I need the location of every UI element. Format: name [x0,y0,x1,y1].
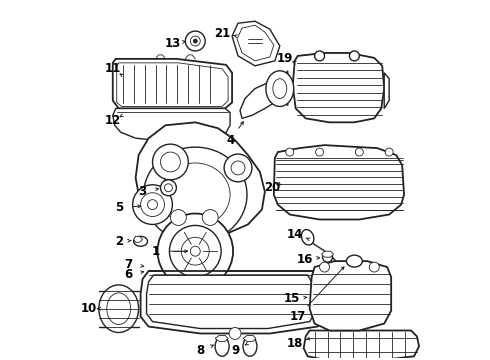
Polygon shape [134,236,143,242]
Ellipse shape [133,185,172,224]
Ellipse shape [107,293,131,325]
Ellipse shape [161,163,230,226]
Ellipse shape [181,237,209,265]
Ellipse shape [301,230,314,245]
Ellipse shape [190,36,200,46]
Ellipse shape [141,193,165,216]
Text: 14: 14 [287,228,303,241]
Ellipse shape [99,285,139,333]
Polygon shape [147,275,315,329]
Text: 12: 12 [105,114,121,127]
Polygon shape [304,330,419,360]
Ellipse shape [229,328,241,339]
Polygon shape [117,63,228,107]
Text: 15: 15 [284,292,300,305]
Polygon shape [141,271,324,333]
Ellipse shape [165,184,172,192]
Text: 19: 19 [276,53,293,66]
Ellipse shape [190,246,200,256]
Polygon shape [136,122,265,237]
Polygon shape [113,59,232,108]
Ellipse shape [243,337,257,356]
Text: 16: 16 [296,253,313,266]
Text: 18: 18 [287,337,303,350]
Text: 9: 9 [231,344,239,357]
Ellipse shape [193,39,197,43]
Ellipse shape [322,252,333,262]
Ellipse shape [266,71,294,107]
Ellipse shape [157,213,233,289]
Polygon shape [237,25,274,61]
Polygon shape [384,73,389,108]
Text: 5: 5 [115,201,123,214]
Text: 21: 21 [214,27,230,40]
Text: 13: 13 [164,36,180,50]
Text: 10: 10 [81,302,97,315]
Text: 17: 17 [290,310,306,323]
Text: 2: 2 [115,235,123,248]
Ellipse shape [231,161,245,175]
Polygon shape [240,81,285,118]
Ellipse shape [315,51,324,61]
Ellipse shape [147,200,157,210]
Text: 7: 7 [124,258,133,271]
Polygon shape [215,336,228,341]
Text: 8: 8 [196,344,204,357]
Ellipse shape [369,262,379,272]
Ellipse shape [316,148,323,156]
Text: 3: 3 [139,185,147,198]
Ellipse shape [185,31,205,51]
Ellipse shape [385,148,393,156]
Text: 11: 11 [105,62,121,75]
Ellipse shape [202,210,218,225]
Ellipse shape [286,148,294,156]
Text: 6: 6 [124,267,133,280]
Ellipse shape [170,225,221,277]
Text: 1: 1 [151,245,160,258]
Ellipse shape [319,262,329,272]
Text: 20: 20 [264,181,280,194]
Ellipse shape [273,79,287,99]
Ellipse shape [349,51,359,61]
Text: 4: 4 [226,134,234,147]
Polygon shape [293,53,384,122]
Ellipse shape [152,144,188,180]
Ellipse shape [171,210,186,225]
Polygon shape [321,251,334,257]
Ellipse shape [346,255,362,267]
Polygon shape [274,145,404,220]
Ellipse shape [161,180,176,196]
Polygon shape [232,21,280,66]
Polygon shape [113,108,230,140]
Polygon shape [282,71,288,105]
Ellipse shape [355,148,363,156]
Polygon shape [310,261,391,330]
Ellipse shape [134,236,147,246]
Ellipse shape [215,337,229,356]
Ellipse shape [161,152,180,172]
Ellipse shape [224,154,252,182]
Polygon shape [243,336,256,341]
Ellipse shape [144,147,247,242]
